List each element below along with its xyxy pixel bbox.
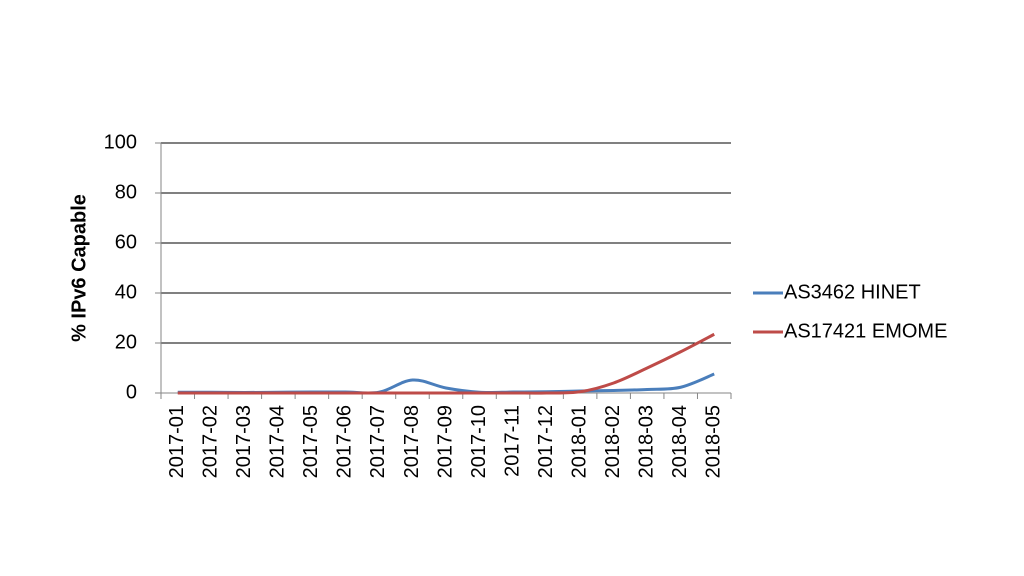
legend-label: AS3462 HINET xyxy=(784,281,921,303)
x-tick-label: 2017-05 xyxy=(300,405,322,478)
x-tick-label: 2018-04 xyxy=(669,405,691,478)
x-tick-label: 2018-05 xyxy=(703,405,725,478)
x-tick-label: 2017-08 xyxy=(401,405,423,478)
x-tick-label: 2017-02 xyxy=(200,405,222,478)
y-tick-label: 80 xyxy=(115,181,137,203)
x-tick-label: 2017-12 xyxy=(535,405,557,478)
x-tick-label: 2018-02 xyxy=(602,405,624,478)
y-tick-label: 0 xyxy=(126,381,137,403)
y-tick-label: 20 xyxy=(115,331,137,353)
y-tick-label: 40 xyxy=(115,281,137,303)
x-tick-label: 2017-04 xyxy=(267,405,289,478)
y-axis-title: % IPv6 Capable xyxy=(68,194,90,342)
series-line xyxy=(177,332,715,395)
x-tick-label: 2017-11 xyxy=(501,405,523,477)
x-tick-label: 2018-03 xyxy=(635,405,657,478)
x-tick-label: 2017-06 xyxy=(334,405,356,478)
y-tick-label: 60 xyxy=(115,231,137,253)
y-tick-label: 100 xyxy=(104,131,137,153)
x-tick-label: 2017-10 xyxy=(468,405,490,478)
x-tick-label: 2017-01 xyxy=(166,405,188,478)
x-tick-label: 2017-07 xyxy=(367,405,389,478)
x-tick-label: 2017-03 xyxy=(233,405,255,478)
x-tick-label: 2018-01 xyxy=(568,405,590,478)
legend-label: AS17421 EMOME xyxy=(784,320,947,342)
x-tick-label: 2017-09 xyxy=(434,405,456,478)
